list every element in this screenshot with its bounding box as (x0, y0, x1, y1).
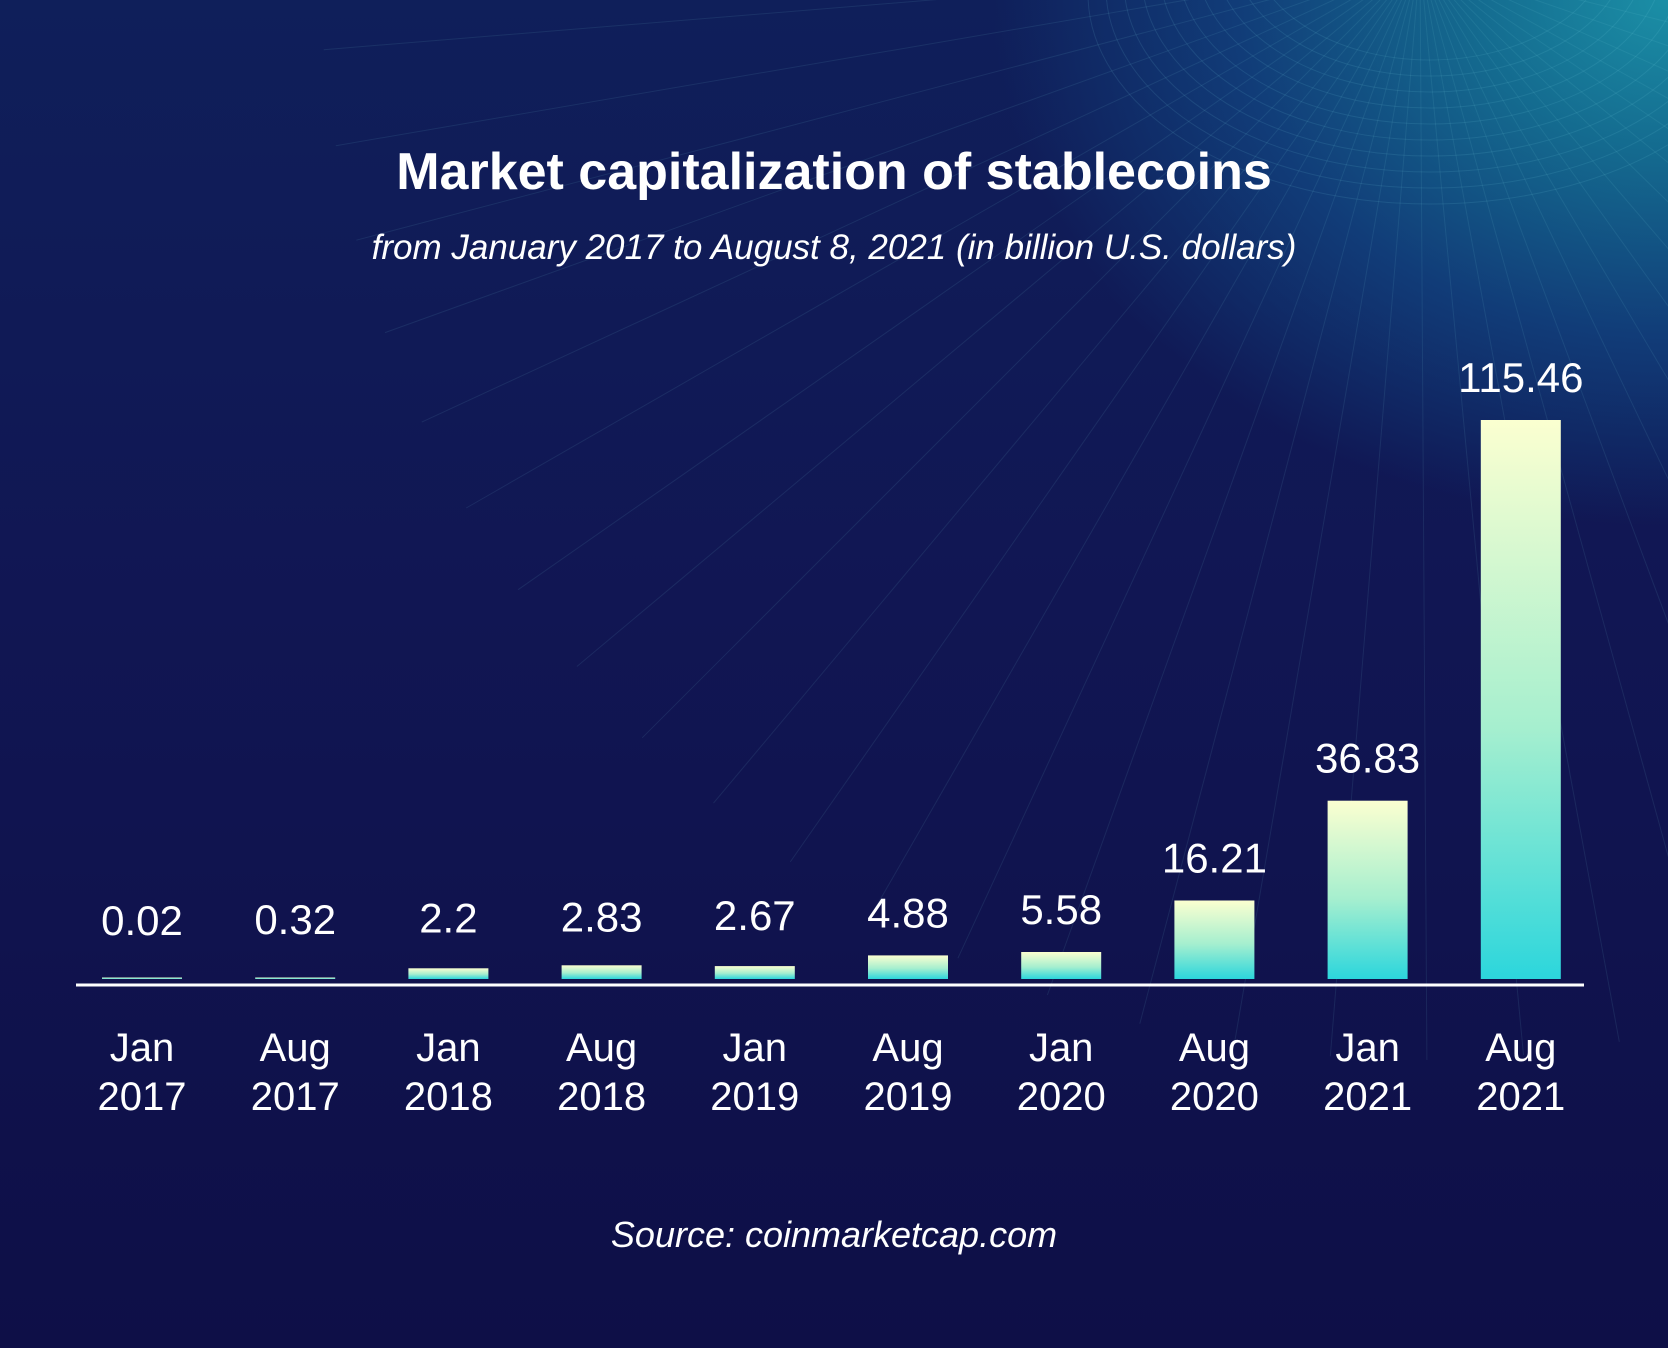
bar-3 (561, 965, 642, 979)
x-tick-label-year-4: 2019 (710, 1075, 799, 1119)
bar-5 (868, 955, 948, 979)
bar-1 (255, 977, 336, 979)
data-label-1: 0.32 (254, 896, 336, 943)
x-tick-label-year-5: 2019 (864, 1075, 953, 1119)
bar-2 (408, 968, 489, 979)
bar-4 (714, 966, 795, 979)
data-label-9: 115.46 (1458, 354, 1583, 401)
x-tick-label-month-2: Jan (416, 1026, 481, 1070)
x-tick-label-year-8: 2021 (1323, 1075, 1412, 1119)
bar-9 (1480, 420, 1561, 979)
bar-7 (1174, 900, 1255, 979)
bar-8 (1327, 800, 1408, 979)
x-tick-label-month-9: Aug (1485, 1026, 1556, 1070)
x-tick-label-year-7: 2020 (1170, 1075, 1259, 1119)
x-tick-label-year-9: 2021 (1476, 1075, 1565, 1119)
x-tick-label-month-5: Aug (872, 1026, 943, 1070)
data-label-4: 2.67 (714, 892, 796, 939)
x-tick-label-month-0: Jan (110, 1026, 175, 1070)
data-label-5: 4.88 (867, 889, 949, 936)
x-tick-label-year-2: 2018 (404, 1075, 493, 1119)
mesh-lines (323, 0, 1668, 1061)
data-label-6: 5.58 (1020, 886, 1102, 933)
x-tick-label-year-0: 2017 (98, 1075, 187, 1119)
x-tick-label-year-3: 2018 (557, 1075, 646, 1119)
data-labels-group: 0.02 0.32 2.2 2.83 2.67 4.88 5.58 16.21 36.83 115… (101, 354, 1583, 944)
x-tick-label-month-1: Aug (260, 1026, 331, 1070)
bar-6 (1021, 952, 1102, 979)
x-tick-label-month-7: Aug (1179, 1026, 1250, 1070)
x-tick-label-month-6: Jan (1029, 1026, 1094, 1070)
x-tick-label-month-8: Jan (1335, 1026, 1400, 1070)
data-label-3: 2.83 (561, 893, 643, 940)
data-label-0: 0.02 (101, 897, 183, 944)
x-tick-label-year-6: 2020 (1017, 1075, 1106, 1119)
chart-subtitle: from January 2017 to August 8, 2021 (in … (371, 228, 1297, 267)
data-label-2: 2.2 (419, 895, 477, 942)
source-note: Source: coinmarketcap.com (610, 1214, 1058, 1255)
x-tick-label-month-4: Jan (723, 1026, 788, 1070)
data-label-7: 16.21 (1162, 835, 1267, 882)
data-label-8: 36.83 (1315, 735, 1420, 782)
chart-title: Market capitalization of stablecoins (396, 143, 1272, 201)
x-tick-labels-group: Jan 2017 Aug 2017 Jan 2018 Aug 2018 Jan 2019 Aug 20… (98, 1026, 1566, 1119)
x-tick-label-year-1: 2017 (251, 1075, 340, 1119)
bar-0 (102, 977, 182, 979)
x-tick-label-month-3: Aug (566, 1026, 637, 1070)
bars-group (102, 420, 1561, 979)
